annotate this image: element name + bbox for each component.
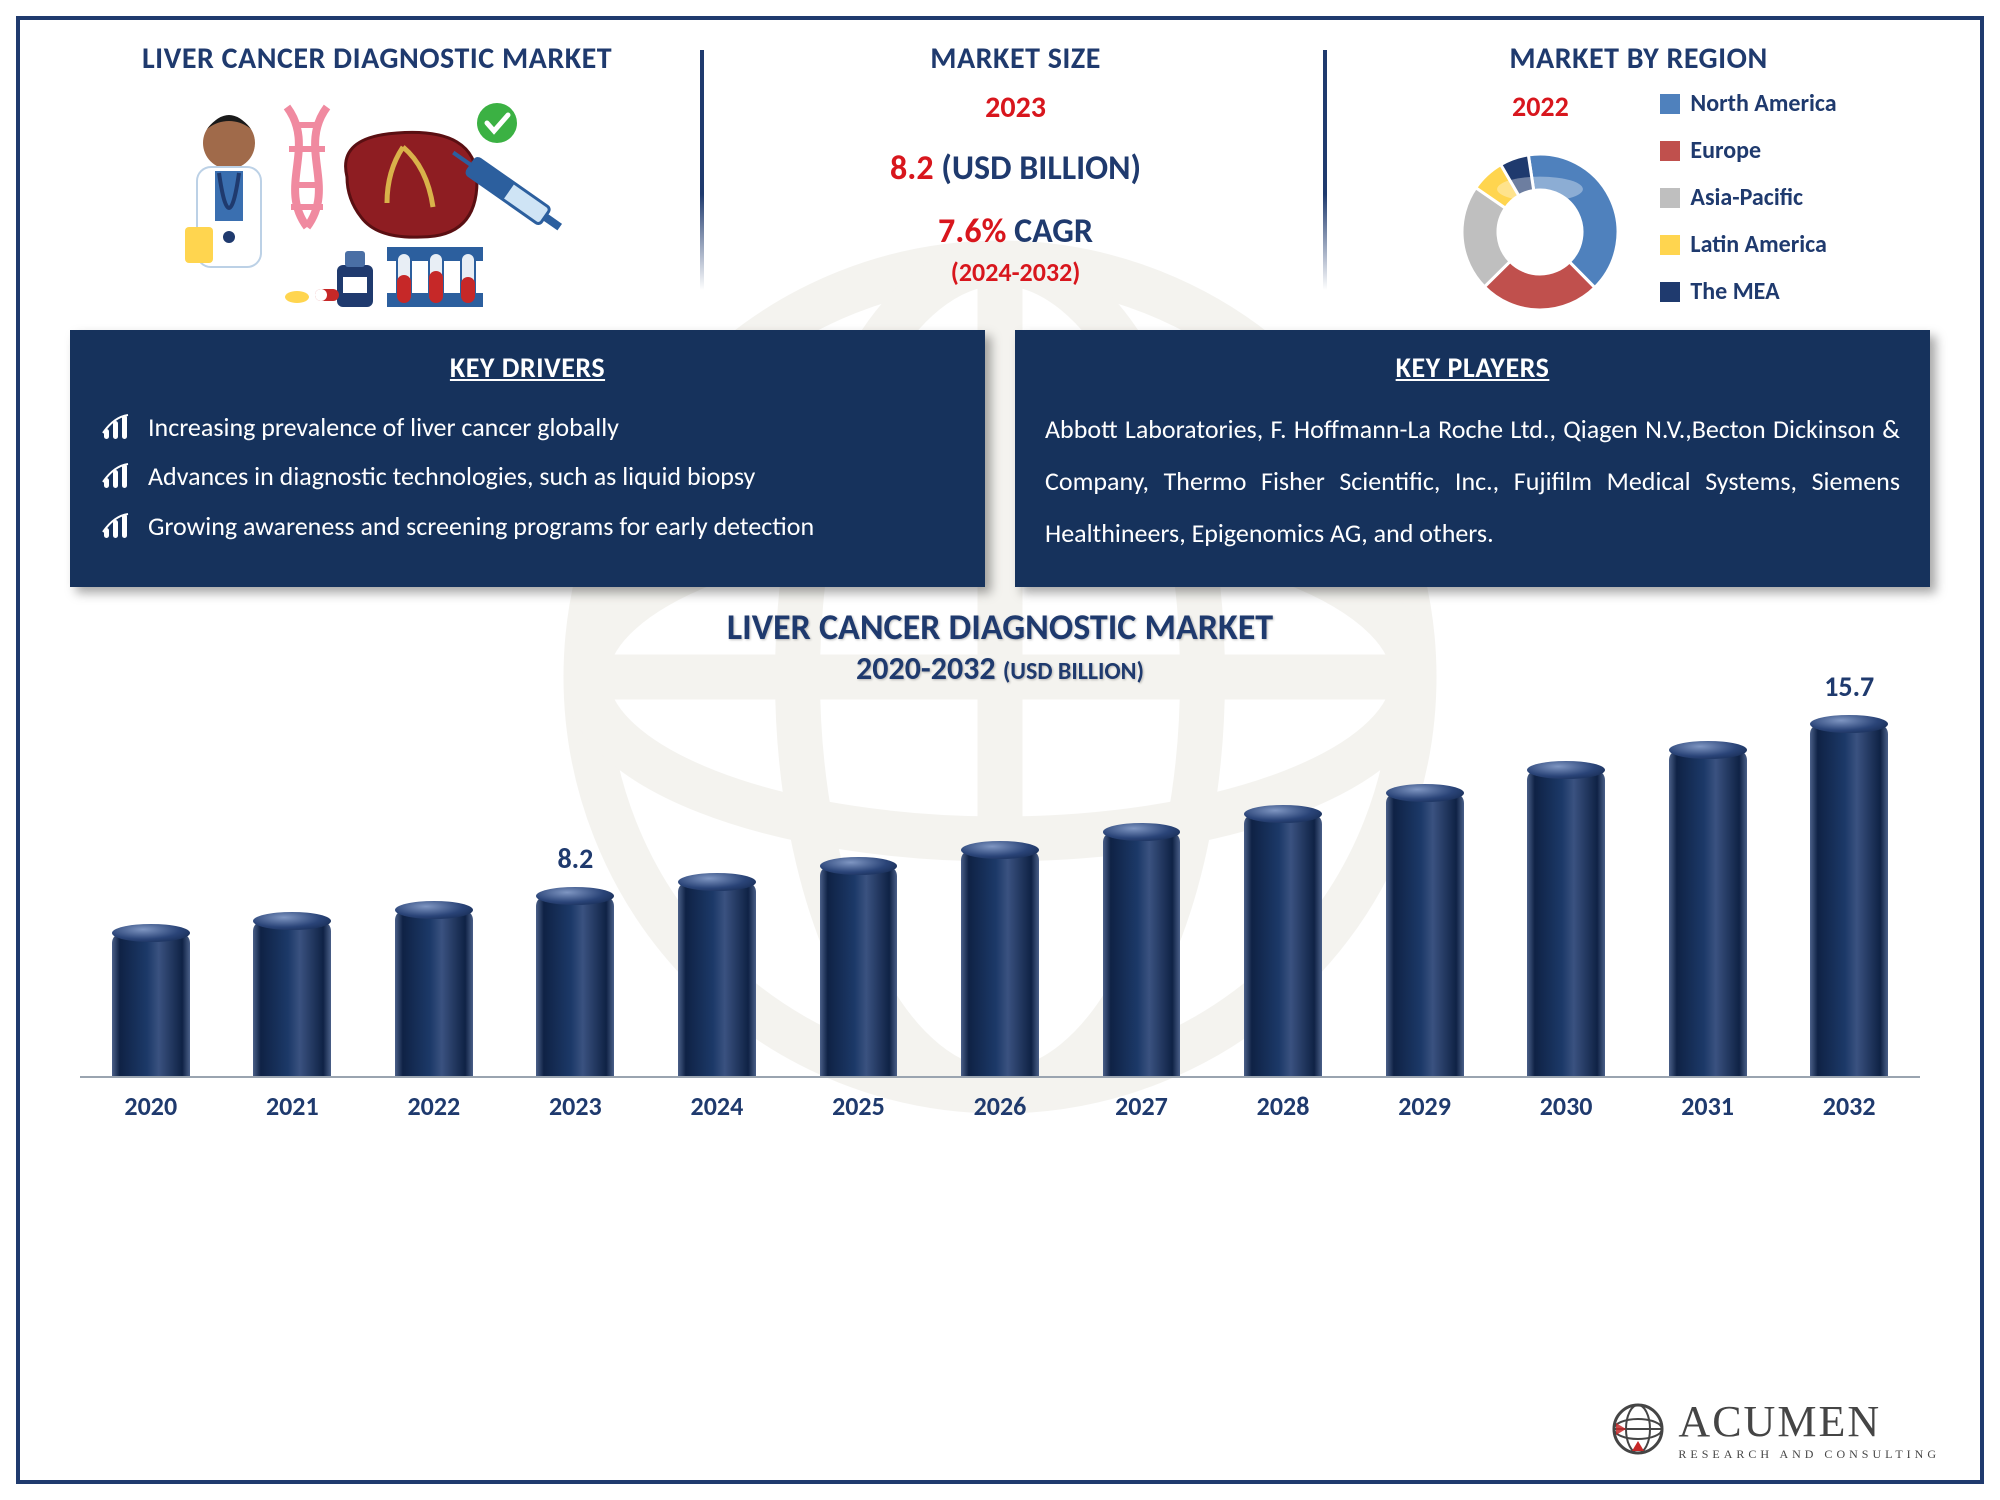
- driver-item: Increasing prevalence of liver cancer gl…: [100, 403, 955, 452]
- bar: [788, 858, 930, 1076]
- x-tick: 2032: [1778, 1078, 1920, 1128]
- bar-icon: [100, 510, 132, 542]
- x-tick: 2026: [929, 1078, 1071, 1128]
- market-cagr: 7.6% CAGR: [704, 211, 1327, 252]
- brand-name: ACUMEN: [1678, 1396, 1940, 1447]
- legend-label: Latin America: [1690, 230, 1826, 259]
- x-tick: 2030: [1495, 1078, 1637, 1128]
- driver-item: Advances in diagnostic technologies, suc…: [100, 452, 955, 501]
- bar: [646, 874, 788, 1076]
- x-tick: 2020: [80, 1078, 222, 1128]
- market-size-number: 8.2: [890, 148, 934, 189]
- x-tick: 2022: [363, 1078, 505, 1128]
- key-drivers-heading: KEY DRIVERS: [100, 350, 955, 385]
- bar-chart-xaxis: 2020202120222023202420252026202720282029…: [80, 1078, 1920, 1128]
- x-tick: 2024: [646, 1078, 788, 1128]
- bar-value-label: 8.2: [557, 841, 593, 876]
- driver-item: Growing awareness and screening programs…: [100, 502, 955, 551]
- bar: [1212, 806, 1354, 1076]
- chart-title-line1: LIVER CANCER DIAGNOSTIC MARKET: [70, 605, 1930, 649]
- bar: 15.7: [1778, 716, 1920, 1076]
- bar-icon: [100, 460, 132, 492]
- bar: 8.2: [505, 888, 647, 1076]
- driver-text: Growing awareness and screening programs…: [148, 502, 814, 551]
- legend-swatch: [1660, 94, 1680, 114]
- x-tick: 2031: [1637, 1078, 1779, 1128]
- driver-text: Increasing prevalence of liver cancer gl…: [148, 403, 619, 452]
- cagr-pct: 7.6%: [938, 211, 1006, 252]
- bar: [1354, 785, 1496, 1076]
- chart-title-line2: 2020-2032 (USD BILLION): [70, 649, 1930, 688]
- legend-item: Latin America: [1660, 230, 1836, 259]
- medical-illustration: [167, 97, 587, 307]
- region-legend: North America Europe Asia-Pacific Latin Ame…: [1660, 89, 1836, 324]
- legend-swatch: [1660, 282, 1680, 302]
- bar: [1071, 824, 1213, 1076]
- title-right: MARKET BY REGION: [1327, 40, 1950, 77]
- legend-item: North America: [1660, 89, 1836, 118]
- bar-chart-plot: 8.2 15.7: [80, 698, 1920, 1078]
- key-players-heading: KEY PLAYERS: [1045, 350, 1900, 385]
- x-tick: 2027: [1071, 1078, 1213, 1128]
- bar: [80, 925, 222, 1076]
- bar: [222, 913, 364, 1076]
- legend-item: Europe: [1660, 136, 1836, 165]
- cagr-range: (2024-2032): [704, 256, 1327, 288]
- globe-icon: [1610, 1401, 1666, 1457]
- key-drivers-list: Increasing prevalence of liver cancer gl…: [100, 403, 955, 551]
- bar: [363, 902, 505, 1076]
- cagr-label: CAGR: [1014, 211, 1093, 252]
- x-tick: 2029: [1354, 1078, 1496, 1128]
- bar: [1637, 742, 1779, 1076]
- x-tick: 2021: [222, 1078, 364, 1128]
- chart-title-range: 2020-2032: [856, 649, 996, 688]
- bar: [1495, 762, 1637, 1076]
- x-tick: 2028: [1212, 1078, 1354, 1128]
- market-size-unit: (USD BILLION): [941, 148, 1141, 189]
- key-drivers-box: KEY DRIVERS Increasing prevalence of liv…: [70, 330, 985, 587]
- x-tick: 2023: [505, 1078, 647, 1128]
- driver-text: Advances in diagnostic technologies, suc…: [148, 452, 755, 501]
- brand-logo: ACUMEN RESEARCH AND CONSULTING: [1610, 1396, 1940, 1462]
- region-year: 2022: [1440, 89, 1640, 124]
- brand-tagline: RESEARCH AND CONSULTING: [1678, 1447, 1940, 1462]
- legend-label: Europe: [1690, 136, 1761, 165]
- title-left: LIVER CANCER DIAGNOSTIC MARKET: [50, 40, 704, 77]
- legend-label: Asia-Pacific: [1690, 183, 1803, 212]
- key-players-text: Abbott Laboratories, F. Hoffmann-La Roch…: [1045, 403, 1900, 559]
- chart-title-unit: (USD BILLION): [1003, 657, 1144, 686]
- title-mid: MARKET SIZE: [704, 40, 1327, 77]
- market-size-year: 2023: [704, 89, 1327, 126]
- bar: [929, 842, 1071, 1076]
- legend-swatch: [1660, 235, 1680, 255]
- legend-item: The MEA: [1660, 277, 1836, 306]
- region-donut-chart: [1440, 132, 1640, 332]
- legend-swatch: [1660, 141, 1680, 161]
- key-players-box: KEY PLAYERS Abbott Laboratories, F. Hoff…: [1015, 330, 1930, 587]
- market-size-value: 8.2 (USD BILLION): [704, 148, 1327, 189]
- x-tick: 2025: [788, 1078, 930, 1128]
- bar-icon: [100, 411, 132, 443]
- bar-value-label: 15.7: [1824, 669, 1874, 704]
- legend-item: Asia-Pacific: [1660, 183, 1836, 212]
- legend-label: The MEA: [1690, 277, 1779, 306]
- legend-label: North America: [1690, 89, 1836, 118]
- legend-swatch: [1660, 188, 1680, 208]
